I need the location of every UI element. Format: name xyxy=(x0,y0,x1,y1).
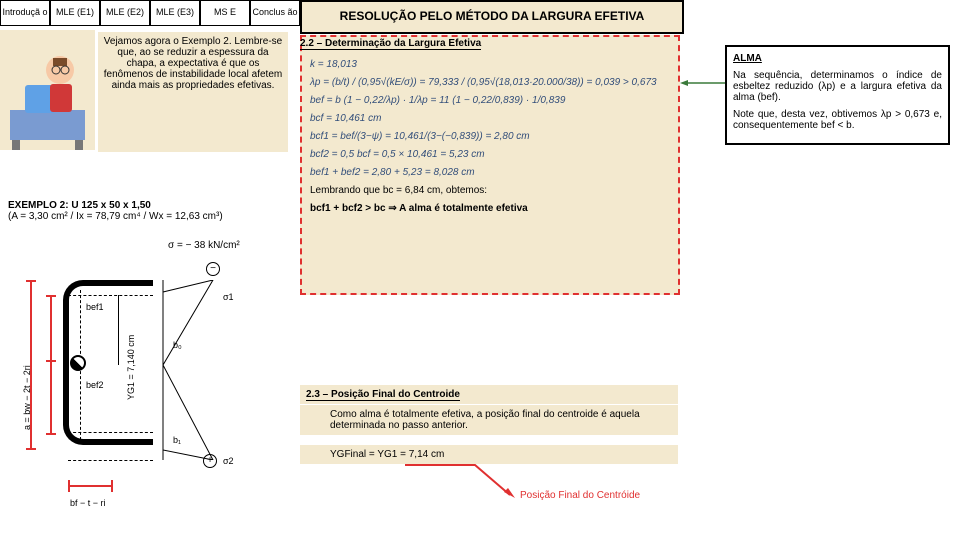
tab-intro[interactable]: Introduçã o xyxy=(0,0,50,26)
character-illustration xyxy=(0,30,95,150)
u-channel-diagram: σ = − 38 kN/cm² − a = bw − 2t − 2ri bef1… xyxy=(8,240,258,530)
page-title: RESOLUÇÃO PELO MÉTODO DA LARGURA EFETIVA xyxy=(300,0,684,34)
intro-text: Vejamos agora o Exemplo 2. Lembre-se que… xyxy=(98,32,288,152)
tab-mle-e2[interactable]: MLE (E2) xyxy=(100,0,150,26)
centroid-icon xyxy=(70,355,86,371)
eq-bcf1: bcf1 = bef/(3−ψ) = 10,461/(3−(−0,839)) =… xyxy=(310,129,670,145)
eq-note: Lembrando que bc = 6,84 cm, obtemos: xyxy=(310,183,670,199)
label-sigma2: σ2 xyxy=(223,456,234,466)
eq-concl: bcf1 + bcf2 > bc ⇒ A alma é totalmente e… xyxy=(310,201,670,217)
sigma-minus-circle: − xyxy=(206,262,220,276)
dim-a-t1 xyxy=(26,280,36,282)
eq-bef: bef = b (1 − 0,22/λp) · 1/λp = 11 (1 − 0… xyxy=(310,93,670,109)
eq-k: k = 18,013 xyxy=(310,57,670,73)
tab-mse[interactable]: MS E xyxy=(200,0,250,26)
dim-bf-line xyxy=(68,485,113,487)
alma-heading: ALMA xyxy=(733,53,942,64)
dim-bf-t2 xyxy=(111,480,113,492)
dashed-h1 xyxy=(68,295,153,296)
final-text: Como alma é totalmente efetiva, a posiçã… xyxy=(300,405,678,435)
dim-inner-t2 xyxy=(46,433,56,435)
section-22-heading: 2.2 – Determinação da Largura Efetiva xyxy=(300,38,481,50)
alma-p1: Na sequência, determinamos o índice de e… xyxy=(733,70,942,103)
label-bef2: bef2 xyxy=(86,380,104,390)
tab-mle-e1[interactable]: MLE (E1) xyxy=(50,0,100,26)
yg1-line xyxy=(118,295,119,365)
alma-p2: Note que, desta vez, obtivemos λp > 0,67… xyxy=(733,109,942,131)
eq-lambda: λp = (b/t) / (0,95√(kE/σ)) = 79,333 / (0… xyxy=(310,75,670,91)
tab-mle-e3[interactable]: MLE (E3) xyxy=(150,0,200,26)
eq-sum: bef1 + bef2 = 2,80 + 5,23 = 8,028 cm xyxy=(310,165,670,181)
dashed-h3 xyxy=(68,460,153,461)
dim-inner-t1 xyxy=(46,295,56,297)
arrow-to-posfinal xyxy=(405,460,525,500)
equations-box: k = 18,013 λp = (b/t) / (0,95√(kE/σ)) = … xyxy=(300,35,680,295)
dim-inner-tm xyxy=(46,360,56,362)
label-a: a = bw − 2t − 2ri xyxy=(22,365,32,430)
label-bf: bf − t − ri xyxy=(70,498,106,508)
dim-inner-line xyxy=(50,295,52,435)
section-23-heading: 2.3 – Posição Final do Centroide xyxy=(300,385,678,404)
sigma-value: σ = − 38 kN/cm² xyxy=(168,240,240,252)
tab-conclusao[interactable]: Conclus ão xyxy=(250,0,300,26)
example2-line2: (A = 3,30 cm² / Ix = 78,79 cm⁴ / Wx = 12… xyxy=(8,211,223,222)
tabs-row: Introduçã o MLE (E1) MLE (E2) MLE (E3) M… xyxy=(0,0,300,26)
example2-line1: EXEMPLO 2: U 125 x 50 x 1,50 xyxy=(8,200,223,211)
dim-bf-t1 xyxy=(68,480,70,492)
dim-a-t2 xyxy=(26,448,36,450)
pos-final-label: Posição Final do Centróide xyxy=(520,490,640,501)
stress-triangles xyxy=(153,280,223,460)
alma-box: ALMA Na sequência, determinamos o índice… xyxy=(725,45,950,145)
dashed-h2 xyxy=(68,432,153,433)
label-yg1: YG1 = 7,140 cm xyxy=(126,335,136,400)
label-bef1: bef1 xyxy=(86,302,104,312)
eq-bcf: bcf = 10,461 cm xyxy=(310,111,670,127)
example2-block: EXEMPLO 2: U 125 x 50 x 1,50 (A = 3,30 c… xyxy=(8,200,223,222)
label-sigma1: σ1 xyxy=(223,292,234,302)
arrow-alma-to-eq xyxy=(680,78,728,88)
eq-bcf2: bcf2 = 0,5 bcf = 0,5 × 10,461 = 5,23 cm xyxy=(310,147,670,163)
